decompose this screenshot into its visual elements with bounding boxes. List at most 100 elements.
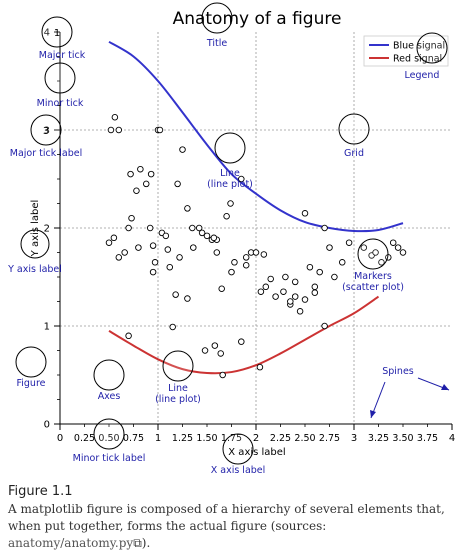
scatter-point [125, 224, 132, 232]
scatter-point [184, 205, 191, 212]
scatter-point [321, 322, 328, 330]
scatter-point [223, 212, 230, 220]
caption-text: A matplotlib figure is composed of a hie… [8, 502, 445, 533]
x-minor-tick-label: 1.75 [221, 433, 242, 444]
scatter-point [105, 239, 113, 246]
annotation-label: Major tick [39, 50, 86, 61]
x-minor-tick-label: 3.25 [368, 433, 389, 444]
annotation-label: Title [206, 38, 228, 49]
annotation-marker [338, 113, 370, 145]
series-layer [108, 40, 404, 375]
annotation-marker [30, 114, 62, 146]
annotation-label: Markers [354, 271, 392, 282]
x-minor-tick-label: 2.25 [270, 433, 291, 444]
scatter-point [110, 234, 118, 242]
scatter-point [121, 249, 128, 256]
scatter-point [190, 244, 197, 251]
scatter-point [291, 293, 299, 300]
scatter-point [260, 251, 268, 258]
scatter-point [142, 180, 150, 188]
scatter-point [331, 273, 338, 281]
anatomy-figure: 0 1 2 3 4 0.250.50 0.75 1.251.50 1.75 2.252.50 2.7… [7, 2, 456, 476]
axes: 0 1 2 3 4 0.250.50 0.75 1.251.50 1.75 2.252.50 2.7… [44, 28, 456, 445]
scatter-point [189, 224, 196, 232]
scatter-point [211, 342, 219, 349]
scatter-point [115, 254, 123, 261]
annotation-marker [15, 346, 47, 378]
external-link-icon: ⧉ [133, 536, 142, 550]
caption-body: A matplotlib figure is composed of a hie… [8, 501, 468, 552]
scatter-point [137, 165, 144, 173]
annotation-label: Minor tick label [73, 453, 146, 464]
x-major-tick-label: 0 [57, 433, 63, 444]
scatter-point [262, 283, 270, 291]
scatter-point [203, 232, 211, 240]
x-axis-label: X axis label [228, 447, 285, 458]
annotation-label: Line [220, 168, 240, 179]
scatter-point [149, 268, 157, 276]
scatter-point [306, 263, 314, 271]
scatter-point [115, 126, 123, 134]
annotation-label: Minor tick [37, 98, 84, 109]
scatter-point [107, 126, 115, 134]
scatter-point [146, 224, 154, 232]
scatter-point [238, 175, 245, 183]
scatter-point [162, 232, 170, 240]
annotations: 1 Major tick Minor tick 3 Major tick label Ti… [7, 2, 450, 476]
scatter-point [135, 244, 142, 251]
scatter-point [210, 234, 218, 242]
legend-label: Red signal [393, 54, 442, 65]
annotation-marker [357, 238, 389, 270]
scatter-point [280, 288, 287, 295]
annotation-label: (scatter plot) [342, 282, 404, 293]
scatter-point [326, 244, 333, 251]
red-signal-line [108, 295, 380, 375]
grid [60, 32, 452, 424]
scatter-point [127, 170, 134, 178]
scatter-point [176, 254, 183, 261]
y-major-tick-label: 2 [44, 224, 50, 235]
legend-label: Blue signal [393, 41, 445, 52]
scatter-point [272, 293, 279, 300]
scatter-point [257, 288, 265, 295]
scatter-point [174, 180, 181, 188]
blue-signal-line [108, 40, 404, 233]
scatter-point [195, 224, 203, 232]
caption-end: ). [141, 536, 151, 550]
annotation-marker [41, 16, 73, 48]
caption-title: Figure 1.1 [8, 484, 73, 499]
scatter-point [198, 229, 206, 237]
annotation-label: X axis label [211, 465, 266, 476]
x-minor-tick-label: 0.25 [74, 433, 95, 444]
annotation-label: Line [168, 383, 188, 394]
annotation-marker [93, 359, 125, 391]
annotation-label: Y axis label [7, 264, 62, 275]
scatter-point [321, 224, 328, 232]
scatter-point [296, 308, 304, 315]
y-major-tick-label: 4 [44, 28, 50, 39]
scatter-point [172, 291, 179, 298]
scatter-point [231, 259, 238, 266]
x-minor-tick-label: 2.50 [294, 433, 315, 444]
spines-arrowhead [370, 410, 376, 418]
annotation-label: Grid [344, 148, 364, 159]
scatter-point [227, 200, 234, 207]
scatter-point [179, 146, 186, 153]
scatter-point [217, 350, 224, 357]
legend-box [363, 35, 449, 67]
annotation-marker [93, 418, 125, 450]
y-axis-label: Y axis label [30, 200, 41, 258]
x-major-tick-label: 1 [155, 433, 161, 444]
scatter-point [287, 298, 294, 305]
scatter-point [133, 187, 140, 195]
caption-source-link[interactable]: anatomy/anatomy.py [8, 536, 134, 550]
spines-arrowhead [441, 384, 449, 390]
scatter-point [291, 278, 299, 286]
scatter-point [169, 323, 176, 331]
x-minor-tick-label: 1.50 [196, 433, 217, 444]
chart-title: Anatomy of a figure [173, 9, 342, 29]
annotation-label: (line plot) [155, 394, 201, 405]
annotation-marker [20, 229, 50, 259]
scatter-point [316, 268, 323, 276]
scatter-point [242, 261, 250, 269]
